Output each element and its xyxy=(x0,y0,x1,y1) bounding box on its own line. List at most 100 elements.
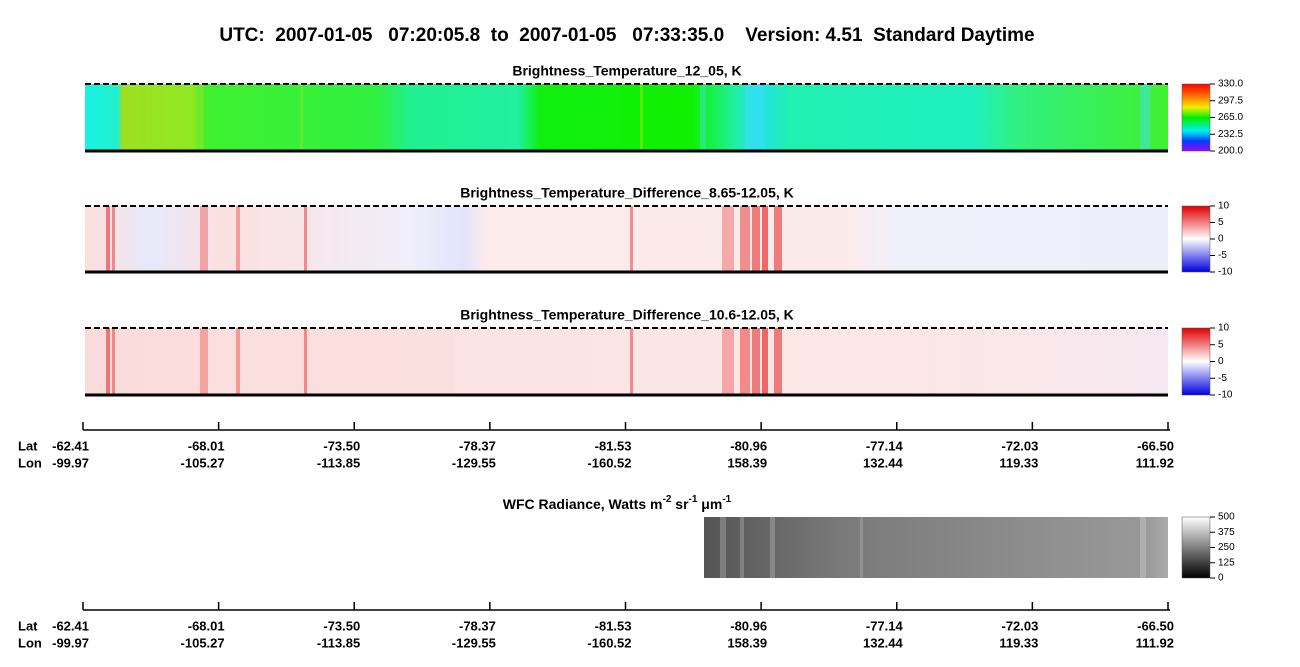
lon-tick-label: -160.52 xyxy=(587,635,631,650)
lon-tick-label: -129.55 xyxy=(452,455,496,470)
lat-tick-label: -72.03 xyxy=(1002,438,1039,453)
lon-tick-label: 111.92 xyxy=(1136,635,1174,650)
streak xyxy=(106,206,110,272)
colorbar-label: 265.0 xyxy=(1218,112,1243,123)
lon-tick-label: 119.33 xyxy=(999,455,1038,470)
streak xyxy=(720,517,726,578)
lat-tick-label: -81.53 xyxy=(595,618,632,633)
lat-tick-label: -77.14 xyxy=(866,438,904,453)
lat-tick-label: -80.96 xyxy=(730,618,767,633)
streak xyxy=(1140,84,1150,151)
streak xyxy=(630,328,633,395)
page-title: UTC: 2007-01-05 07:20:05.8 to 2007-01-05… xyxy=(219,25,1034,46)
lat-tick-label: -62.41 xyxy=(52,618,89,633)
lon-tick-label: 158.39 xyxy=(727,635,767,650)
lon-tick-label: -129.55 xyxy=(452,635,496,650)
lon-tick-label: 111.92 xyxy=(1136,455,1174,470)
streak xyxy=(752,328,760,395)
lat-tick-label: -81.53 xyxy=(595,438,632,453)
axis-label: Lon xyxy=(18,455,42,470)
streak xyxy=(762,206,768,272)
panel-title: Brightness_Temperature_12_05, K xyxy=(512,63,741,79)
streak xyxy=(770,517,775,578)
colorbar-label: 232.5 xyxy=(1218,129,1243,140)
lat-tick-label: -72.03 xyxy=(1002,618,1039,633)
colorbar-label: 200.0 xyxy=(1218,146,1243,157)
streak xyxy=(640,84,643,151)
lon-tick-label: -160.52 xyxy=(587,455,631,470)
colorbar xyxy=(1181,205,1211,273)
streak xyxy=(745,84,765,151)
streak xyxy=(112,206,115,272)
lon-tick-label: -113.85 xyxy=(317,455,360,470)
streak xyxy=(1140,517,1146,578)
lat-tick-label: -68.01 xyxy=(188,618,225,633)
lon-tick-label: -105.27 xyxy=(181,635,225,650)
colorbar-label: 500 xyxy=(1218,512,1235,523)
streak xyxy=(106,328,110,395)
lon-tick-label: -99.97 xyxy=(52,455,89,470)
title-part: sr xyxy=(671,496,689,512)
title-part: WFC Radiance, Watts m xyxy=(503,496,663,512)
colorbar-label: 5 xyxy=(1218,339,1224,350)
lon-tick-label: -113.85 xyxy=(317,635,360,650)
axis-label: Lat xyxy=(18,438,38,453)
axis-label: Lon xyxy=(18,635,42,650)
colorbar-label: -5 xyxy=(1218,250,1227,261)
lat-tick-label: -66.50 xyxy=(1137,438,1174,453)
colorbar-label: 0 xyxy=(1218,573,1224,584)
colorbar-label: 375 xyxy=(1218,527,1235,538)
lat-tick-label: -73.50 xyxy=(323,618,360,633)
lon-tick-label: -99.97 xyxy=(52,635,89,650)
colorbar xyxy=(1181,83,1211,152)
streak xyxy=(200,84,204,151)
streak xyxy=(236,328,240,395)
streak xyxy=(860,517,863,578)
colorbar-label: 10 xyxy=(1218,201,1230,212)
streak xyxy=(700,84,706,151)
lon-tick-label: 119.33 xyxy=(999,635,1038,650)
lon-tick-label: 132.44 xyxy=(863,455,904,470)
streak xyxy=(740,328,750,395)
lon-tick-label: 132.44 xyxy=(863,635,904,650)
colorbar-label: 250 xyxy=(1218,542,1235,553)
lat-tick-label: -73.50 xyxy=(323,438,360,453)
streak xyxy=(722,206,734,272)
title-superscript: -2 xyxy=(662,494,671,505)
lat-tick-label: -78.37 xyxy=(459,618,496,633)
lat-tick-label: -77.14 xyxy=(866,618,904,633)
colorbar-label: -5 xyxy=(1218,373,1227,384)
image-strip xyxy=(85,328,1168,395)
streak xyxy=(762,328,768,395)
streak xyxy=(774,328,782,395)
streak xyxy=(304,328,307,395)
colorbar xyxy=(1181,516,1211,579)
lat-tick-label: -78.37 xyxy=(459,438,496,453)
streak xyxy=(740,517,744,578)
panel-title: Brightness_Temperature_Difference_10.6-1… xyxy=(460,307,794,323)
colorbar xyxy=(1181,327,1211,396)
streak xyxy=(200,206,208,272)
image-strip xyxy=(85,84,1168,151)
streak xyxy=(300,84,303,151)
colorbar-label: -10 xyxy=(1218,267,1233,278)
streak xyxy=(774,206,782,272)
colorbar-label: 125 xyxy=(1218,557,1235,568)
lat-tick-label: -62.41 xyxy=(52,438,89,453)
streak xyxy=(740,206,750,272)
colorbar-label: 5 xyxy=(1218,217,1224,228)
lon-tick-label: -105.27 xyxy=(181,455,225,470)
colorbar-label: 297.5 xyxy=(1218,95,1243,106)
streak xyxy=(630,206,633,272)
streak xyxy=(200,328,208,395)
lat-tick-label: -80.96 xyxy=(730,438,767,453)
streak xyxy=(752,206,760,272)
colorbar-label: 10 xyxy=(1218,323,1230,334)
lat-tick-label: -66.50 xyxy=(1137,618,1174,633)
streak xyxy=(304,206,307,272)
streak xyxy=(236,206,240,272)
colorbar-label: 0 xyxy=(1218,234,1224,245)
panel-title: Brightness_Temperature_Difference_8.65-1… xyxy=(460,185,794,201)
lon-tick-label: 158.39 xyxy=(727,455,767,470)
